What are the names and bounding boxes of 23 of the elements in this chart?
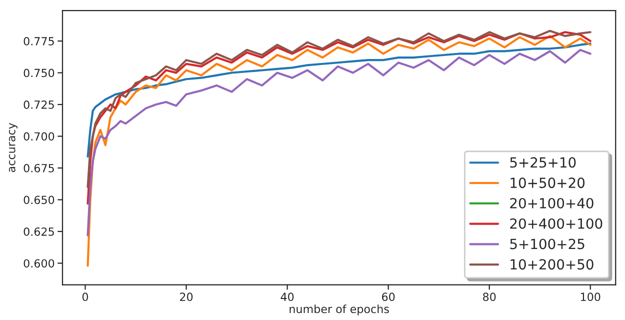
x-axis-title: number of epochs [290,304,389,316]
x-tick-label: 40 [280,292,294,302]
y-tick-label: 0.725 [24,100,54,109]
legend-label: 20+100+40 [510,198,594,208]
legend-label: 5+25+10 [510,157,576,168]
legend-label: 5+100+25 [510,238,584,250]
legend-label: 10+200+50 [510,259,594,270]
y-tick-label: 0.625 [24,227,54,236]
legend-label: 10+50+20 [510,178,585,188]
x-tick-label: 60 [382,292,395,302]
y-tick-label: 0.650 [24,196,54,204]
x-tick-label: 80 [483,292,496,302]
y-tick-label: 0.775 [24,37,54,46]
y-tick-label: 0.700 [24,132,54,141]
y-tick-label: 0.600 [24,259,54,268]
y-tick-label: 0.675 [24,164,54,172]
x-tick-label: 100 [580,292,600,302]
line-series [86,42,592,158]
x-tick-label: 20 [180,292,193,302]
y-axis-title: accuracy [8,122,18,172]
x-tick-label: 0 [82,292,88,302]
y-tick-label: 0.750 [24,68,54,78]
legend-label: 20+400+100 [510,218,602,229]
